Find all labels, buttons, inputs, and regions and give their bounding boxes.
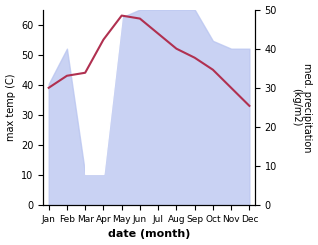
X-axis label: date (month): date (month) [108, 230, 190, 239]
Y-axis label: med. precipitation
(kg/m2): med. precipitation (kg/m2) [291, 63, 313, 152]
Y-axis label: max temp (C): max temp (C) [5, 74, 16, 141]
